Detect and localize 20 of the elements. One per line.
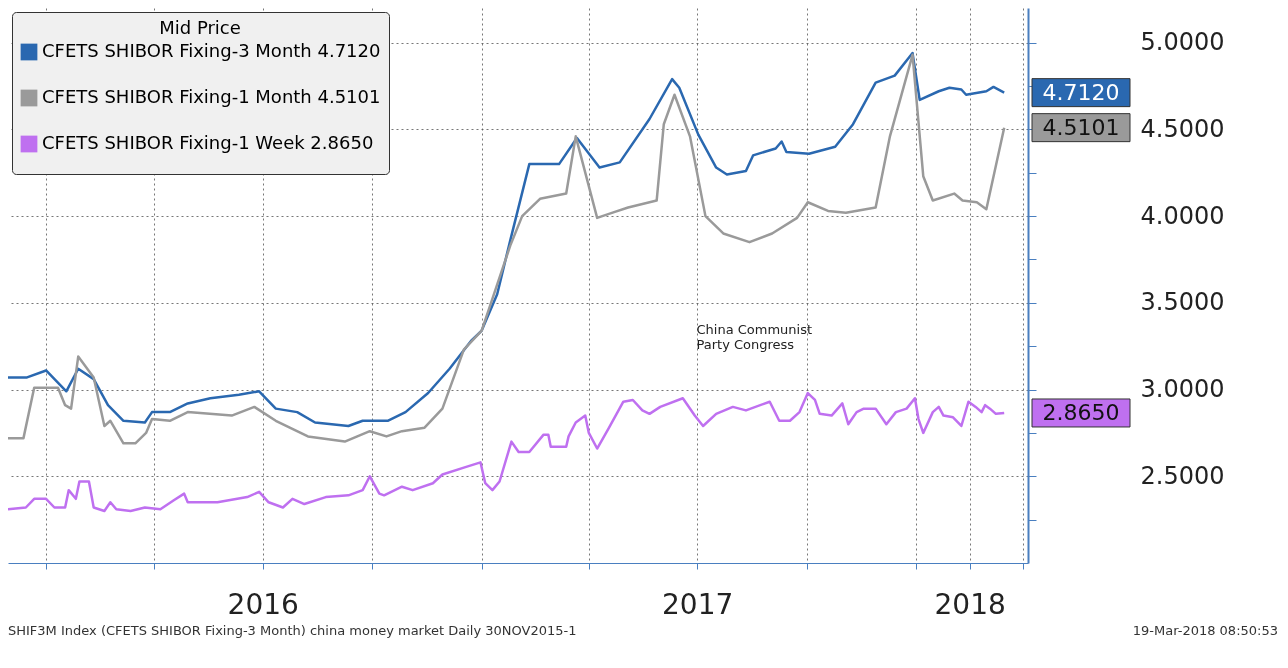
line-series [8, 391, 1006, 513]
data-label: 4.5101 [1042, 114, 1120, 140]
y-tick-label: 5.0000 [1140, 28, 1225, 57]
y-tick-label: 2.5000 [1140, 461, 1225, 490]
legend-label: CFETS SHIBOR Fixing-1 Month 4.5101 [42, 86, 381, 107]
text: 19-Mar-2018 08:50:53 [1132, 623, 1278, 638]
y-tick-label: 3.5000 [1140, 288, 1225, 317]
y-tick-label: 4.0000 [1140, 201, 1225, 230]
x-tick-label: 2018 [934, 587, 1006, 621]
y-tick-label: 4.5000 [1140, 114, 1225, 143]
annotation: China Communist Party Congress [696, 322, 813, 353]
legend-label: CFETS SHIBOR Fixing-3 Month 4.7120 [42, 40, 381, 61]
legend-label: CFETS SHIBOR Fixing-1 Week 2.8650 [42, 132, 374, 153]
text: SHIF3M Index (CFETS SHIBOR Fixing-3 Month) china money market Daily 30NOV2015-1 [8, 623, 577, 638]
x-tick-label: 2017 [661, 587, 734, 621]
x-tick-label: 2016 [227, 587, 299, 621]
y-tick-label: 3.0000 [1140, 375, 1225, 404]
data-label: 2.8650 [1042, 399, 1120, 425]
data-label: 4.7120 [1042, 79, 1120, 105]
legend-title: Mid Price [159, 17, 241, 38]
